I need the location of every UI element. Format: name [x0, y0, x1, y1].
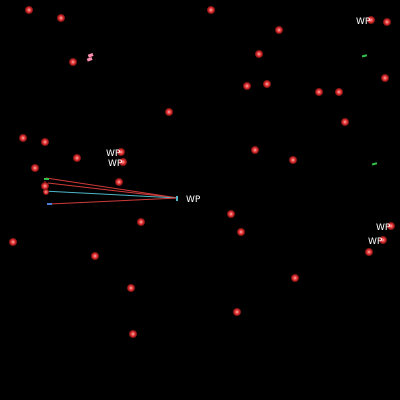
trail-line [45, 177, 179, 199]
trail-line [49, 197, 179, 205]
trail-line [42, 190, 179, 199]
small-agent-icon[interactable] [86, 57, 93, 62]
red-dot-icon[interactable] [119, 158, 127, 166]
waypoint-label: WP [186, 195, 201, 205]
red-dot-icon[interactable] [115, 178, 123, 186]
red-dot-icon[interactable] [383, 18, 391, 26]
red-dot-icon[interactable] [25, 6, 33, 14]
red-dot-icon[interactable] [365, 248, 373, 256]
red-dot-icon[interactable] [291, 274, 299, 282]
red-dot-icon[interactable] [9, 238, 17, 246]
red-dot-icon[interactable] [137, 218, 145, 226]
red-dot-icon[interactable] [207, 6, 215, 14]
red-dot-icon[interactable] [255, 50, 263, 58]
agent-layer [44, 53, 378, 205]
red-dot-icon[interactable] [237, 228, 245, 236]
small-agent-icon[interactable] [47, 203, 52, 205]
red-dot-icon[interactable] [381, 74, 389, 82]
red-dot-icon[interactable] [251, 146, 259, 154]
waypoint-label: WP [376, 223, 391, 233]
red-dot-icon[interactable] [69, 58, 77, 66]
waypoint-label: WP [368, 237, 383, 247]
red-dot-icon[interactable] [341, 118, 349, 126]
trail-line [47, 182, 179, 199]
red-dot-icon[interactable] [233, 308, 241, 316]
red-dot-icon[interactable] [41, 138, 49, 146]
waypoint-label: WP [108, 159, 123, 169]
red-dot-icon[interactable] [335, 88, 343, 96]
waypoint-layer: WP WP WP WP WP WP [106, 17, 391, 247]
red-dot-icon[interactable] [117, 148, 125, 156]
red-dot-icon[interactable] [19, 134, 27, 142]
red-dot-icon[interactable] [275, 26, 283, 34]
waypoint-label: WP [106, 149, 121, 159]
small-agent-icon[interactable] [361, 54, 368, 58]
small-agent-icon[interactable] [176, 196, 178, 201]
small-agent-icon[interactable] [44, 178, 49, 180]
red-dot-icon[interactable] [129, 330, 137, 338]
red-dot-icon[interactable] [57, 14, 65, 22]
red-dot-icon[interactable] [91, 252, 99, 260]
red-dot-icon[interactable] [367, 16, 375, 24]
red-dot-icon[interactable] [263, 80, 271, 88]
red-dot-icon[interactable] [31, 164, 39, 172]
red-dot-icon[interactable] [387, 222, 395, 230]
red-dot-icon[interactable] [289, 156, 297, 164]
red-dot-icon[interactable] [165, 108, 173, 116]
small-agent-icon[interactable] [371, 162, 378, 166]
red-dot-icon[interactable] [127, 284, 135, 292]
red-dot-icon[interactable] [41, 182, 49, 190]
red-dot-icon[interactable] [243, 82, 251, 90]
red-dot-icon[interactable] [227, 210, 235, 218]
red-dot-icon[interactable] [43, 189, 49, 195]
target-layer [9, 6, 395, 338]
red-dot-icon[interactable] [73, 154, 81, 162]
red-dot-icon[interactable] [379, 236, 387, 244]
waypoint-label: WP [356, 17, 371, 27]
small-agent-icon[interactable] [87, 53, 94, 58]
red-dot-icon[interactable] [315, 88, 323, 96]
trail-layer [42, 177, 179, 205]
